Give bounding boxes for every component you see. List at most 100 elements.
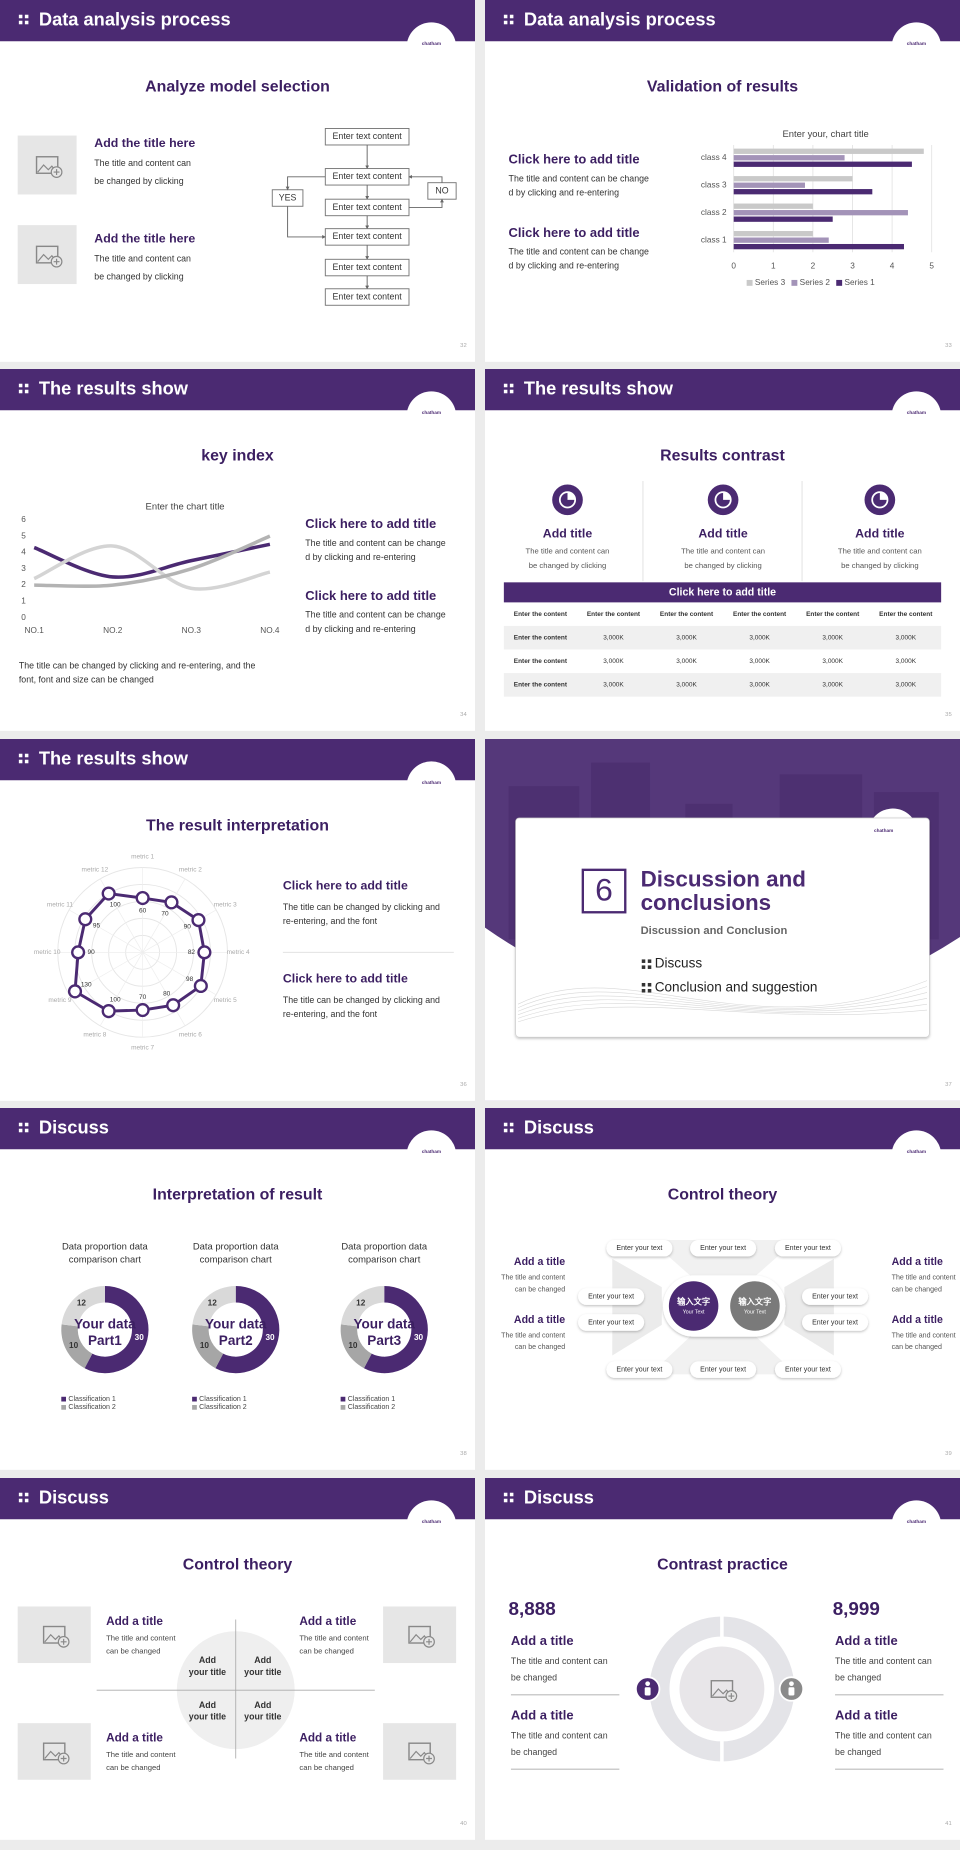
quadrant-text: Add — [254, 1700, 271, 1710]
header-bar — [485, 369, 960, 411]
bullet-icon — [647, 988, 652, 993]
donut-segment — [192, 1324, 224, 1369]
hub-circle — [668, 1281, 719, 1331]
pill — [606, 1240, 673, 1257]
item-text: be changed by clicking — [94, 271, 183, 281]
table-cell: 3,000K — [896, 658, 917, 665]
item-title: Add a title — [299, 1615, 356, 1628]
item-text: The title and content can — [511, 1730, 608, 1740]
bullet-icon — [18, 1122, 23, 1127]
section-bullet: Discuss — [655, 956, 703, 971]
donut-value-label: 30 — [135, 1333, 145, 1342]
pill — [690, 1240, 757, 1257]
side-title: Add a title — [892, 1314, 943, 1326]
item-text: be changed — [835, 1673, 881, 1683]
section-title: conclusions — [641, 890, 772, 915]
legend-swatch — [836, 279, 843, 286]
y-tick-label: class 4 — [701, 153, 727, 162]
hub-subtext: Your Text — [744, 1309, 766, 1315]
x-tick-label: NO.1 — [25, 626, 45, 635]
header-title: Discuss — [524, 1486, 594, 1507]
radar-point — [101, 886, 116, 901]
hub-subtext: Your Text — [683, 1309, 705, 1315]
bullet-icon — [509, 389, 514, 394]
table-cell: 3,000K — [749, 658, 770, 665]
page-number: 40 — [460, 1821, 467, 1827]
header-bar — [0, 0, 475, 42]
hub-circle — [730, 1281, 780, 1331]
page-number: 36 — [460, 1082, 467, 1088]
item-title: Add a title — [835, 1633, 898, 1648]
image-icon — [35, 156, 59, 174]
pill-text: Enter your text — [616, 1367, 662, 1374]
slide-background — [485, 369, 960, 731]
page-number: 37 — [945, 1082, 952, 1088]
logo: chatham — [422, 1149, 441, 1154]
logo-badge — [891, 391, 942, 441]
page-number: 32 — [460, 343, 467, 349]
y-tick-label: 1 — [21, 597, 26, 606]
table-cell: 3,000K — [603, 658, 624, 665]
item-text: d by clicking and re-entering — [305, 624, 416, 634]
item-title: Add a title — [106, 1615, 163, 1628]
donut-segment — [61, 1285, 105, 1327]
mesh-wave — [517, 980, 928, 1008]
radar-point — [78, 912, 93, 927]
radar-value-label: 80 — [163, 991, 171, 998]
header-title: The results show — [39, 747, 189, 768]
bullet-icon — [24, 20, 29, 25]
bullet-icon — [509, 14, 514, 19]
donut-value-label: 30 — [265, 1333, 275, 1342]
item-title: Add the title here — [94, 136, 195, 150]
legend-swatch — [192, 1396, 197, 1402]
legend-swatch — [61, 1405, 67, 1410]
column-icon — [723, 492, 731, 500]
slide-title: Validation of results — [647, 78, 798, 95]
logo-badge — [406, 761, 457, 811]
bullet-icon — [24, 1128, 29, 1133]
radar-axis-label: metric 8 — [83, 1032, 106, 1039]
bar — [733, 182, 805, 188]
slide-background — [485, 0, 960, 362]
bar — [733, 231, 813, 237]
radar-spoke — [142, 952, 186, 1027]
bar — [733, 161, 912, 167]
legend-label: Classification 1 — [199, 1396, 247, 1403]
bullet-icon — [24, 14, 29, 19]
side-text: can be changed — [892, 1344, 942, 1351]
table-cell: 3,000K — [822, 682, 843, 689]
donut-value-label: 12 — [77, 1298, 87, 1307]
flow-box-label: Enter text content — [333, 262, 403, 272]
quadrant-text: Add — [254, 1655, 271, 1665]
item-text: be changed by clicking — [94, 176, 183, 186]
side-title: Add a title — [892, 1256, 943, 1268]
column-icon — [707, 484, 739, 516]
radar-axis-label: metric 3 — [214, 901, 237, 908]
pill — [802, 1314, 869, 1331]
section-title: Discussion and — [641, 866, 806, 891]
hub-text: 输入文字 — [677, 1297, 710, 1307]
radar-value-label: 60 — [139, 908, 147, 915]
bullet-icon — [24, 759, 29, 764]
column-title: Add title — [855, 526, 905, 540]
logo: chatham — [907, 410, 926, 415]
radar-point — [166, 998, 181, 1013]
donut-segment — [340, 1285, 385, 1327]
bullet-icon — [503, 1498, 508, 1503]
legend-label: Classification 2 — [199, 1404, 247, 1411]
table-cell: 3,000K — [749, 682, 770, 689]
bullet-icon — [18, 20, 23, 25]
donut-value-label: 12 — [356, 1298, 366, 1307]
legend-swatch — [791, 279, 798, 286]
person-icon — [645, 1681, 651, 1687]
pill-text: Enter your text — [785, 1367, 831, 1374]
donut-center-label: Your data — [354, 1316, 416, 1331]
radar-axis-label: metric 12 — [82, 866, 109, 873]
logo-badge — [406, 22, 457, 72]
table-cell: 3,000K — [822, 634, 843, 641]
legend-swatch — [192, 1405, 197, 1410]
table-cell: Enter the content — [587, 611, 641, 618]
donut-segment — [340, 1324, 372, 1369]
hub-text: 输入文字 — [738, 1297, 771, 1307]
radar-value-label: 130 — [81, 982, 92, 989]
